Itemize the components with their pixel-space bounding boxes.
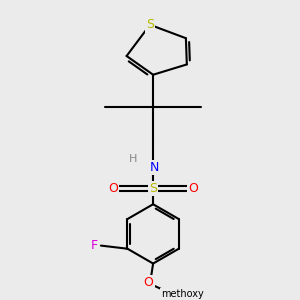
- Text: O: O: [143, 276, 153, 290]
- Text: S: S: [149, 182, 157, 195]
- Text: H: H: [129, 154, 137, 164]
- Text: O: O: [188, 182, 198, 195]
- Text: O: O: [108, 182, 118, 195]
- Text: F: F: [91, 239, 98, 252]
- Text: S: S: [146, 18, 154, 31]
- Text: methoxy: methoxy: [161, 289, 204, 299]
- Text: N: N: [150, 161, 159, 174]
